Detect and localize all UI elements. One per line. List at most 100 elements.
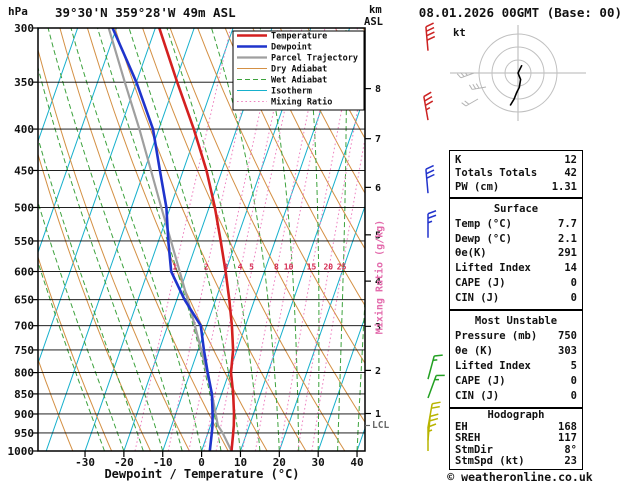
legend-label: Mixing Ratio <box>271 97 332 108</box>
wind-barb <box>427 210 437 238</box>
legend-label: Dry Adiabat <box>271 64 327 75</box>
stat-label: StmSpd (kt) <box>455 455 525 468</box>
pressure-tick-label: 600 <box>14 266 34 279</box>
pressure-tick-label: 950 <box>14 427 34 440</box>
pressure-tick-label: 300 <box>14 22 34 35</box>
wind-barb <box>427 354 443 380</box>
hodograph-ring <box>504 59 532 87</box>
stat-label: EH <box>455 420 468 433</box>
mixing-ratio-value: 25 <box>337 263 347 272</box>
stat-row: Lifted Index 5 <box>450 360 582 372</box>
stat-value: 0 <box>570 292 577 305</box>
hodograph-gray-barb <box>461 98 479 107</box>
pressure-axis-unit: hPa <box>8 5 28 18</box>
section-header: Most Unstable <box>474 314 558 327</box>
mixing-ratio-axis-title: Mixing Ratio (g/kg) <box>374 219 386 335</box>
stat-value: 750 <box>558 329 577 342</box>
pressure-tick-label: 700 <box>14 320 34 333</box>
wind-barb <box>425 164 435 194</box>
km-tick-label: 4 <box>375 277 381 288</box>
datetime-title: 08.01.2026 00GMT (Base: 00) <box>418 5 622 20</box>
stats-section-hodograph: Hodograph EH 168 SREH 117 StmDir 8° StmSpd (kt)… <box>449 408 583 470</box>
stat-value: 0 <box>570 374 577 387</box>
mixing-ratio-labels: 1 2 3 4 5 8 10 15 20 25 <box>172 263 346 272</box>
stat-row: Lifted Index 14 <box>450 263 582 274</box>
dewpoint-line <box>111 28 214 451</box>
pressure-tick-label: 350 <box>14 76 34 89</box>
km-tick-label: 5 <box>375 230 381 241</box>
stat-label: K <box>455 153 462 166</box>
stat-label: Lifted Index <box>455 262 531 275</box>
stat-value: 0 <box>570 389 577 402</box>
pressure-tick-label: 500 <box>14 201 34 214</box>
stat-label: Dewp (°C) <box>455 232 512 245</box>
mixing-ratio-lines <box>134 28 365 451</box>
km-axis-unit: km <box>369 4 382 16</box>
temp-tick-label: 20 <box>273 456 286 469</box>
legend-label: Isotherm <box>271 87 312 97</box>
stat-value: 7.7 <box>558 217 577 230</box>
km-tick-label: 7 <box>375 134 381 145</box>
stat-value: 2.1 <box>558 232 577 245</box>
x-axis-title: Dewpoint / Temperature (°C) <box>104 467 300 481</box>
stat-label: StmDir <box>455 443 493 456</box>
stat-row: CIN (J) 0 <box>450 389 582 402</box>
stat-row: PW (cm) 1.31 <box>450 182 582 193</box>
stat-label: CAPE (J) <box>455 277 506 290</box>
temp-tick-label: 10 <box>234 456 247 469</box>
hodograph-ring <box>478 33 558 113</box>
pressure-tick-label: 750 <box>14 344 34 357</box>
stat-row: CIN (J) 0 <box>450 293 582 304</box>
mixing-ratio-value: 10 <box>284 263 294 272</box>
pressure-tick-label: 550 <box>14 235 34 248</box>
stat-value: 42 <box>564 167 577 180</box>
mixing-ratio-value: 8 <box>274 263 279 272</box>
stat-value: 168 <box>558 420 577 433</box>
stats-section-indices: K 12 Totals Totals 42 PW (cm) 1.31 <box>449 150 583 198</box>
mixing-ratio-value: 4 <box>238 263 243 272</box>
pressure-tick-label: 900 <box>14 408 34 421</box>
stat-label: PW (cm) <box>455 181 500 194</box>
stat-value: 303 <box>558 344 577 357</box>
temperature-line <box>158 28 236 451</box>
stat-label: CAPE (J) <box>455 374 506 387</box>
km-tick-label: 1 <box>375 409 381 420</box>
copyright: © weatheronline.co.uk <box>447 470 593 484</box>
temp-tick-label: 30 <box>312 456 325 469</box>
hodograph-gray-barb <box>468 83 487 90</box>
stat-label: Totals Totals <box>455 167 538 180</box>
legend-label: Wet Adiabat <box>271 75 327 86</box>
wind-barb <box>423 91 434 121</box>
km-axis: 1 2 3 4 5 6 7 8 <box>365 84 381 427</box>
stats-section-surface: Surface Temp (°C) 7.7 Dewp (°C) 2.1 θe(K) 291 L… <box>449 198 583 310</box>
stat-row: CAPE (J) 0 <box>450 374 582 387</box>
stat-row: θe (K) 303 <box>450 344 582 357</box>
stat-row: Pressure (mb) 750 <box>450 329 582 342</box>
section-header: Surface <box>493 202 539 215</box>
km-tick-label: 2 <box>375 366 381 377</box>
temp-tick-label: -30 <box>75 456 95 469</box>
stat-row: θe(K) 291 <box>450 248 582 259</box>
skewt-chart: 3003504004505005506006507007508008509009… <box>8 22 445 469</box>
stat-label: θe(K) <box>455 247 487 260</box>
mixing-ratio-value: 2 <box>204 263 209 272</box>
legend-label: Dewpoint <box>271 42 312 53</box>
legend-label: Temperature <box>271 32 327 42</box>
hodograph-trace <box>509 64 523 106</box>
mixing-ratio-value: 1 <box>172 263 177 272</box>
stat-row: StmDir 8° <box>450 443 582 456</box>
sounding-lines <box>107 28 236 451</box>
mixing-ratio-value: 5 <box>249 263 254 272</box>
stat-label: Pressure (mb) <box>455 329 538 342</box>
mixing-ratio-value: 15 <box>307 263 317 272</box>
temp-tick-label: -10 <box>153 456 173 469</box>
stat-value: 0 <box>570 277 577 290</box>
temp-tick-label: 40 <box>350 456 363 469</box>
stat-value: 8° <box>564 443 577 456</box>
pressure-tick-label: 650 <box>14 294 34 307</box>
stat-row: EH 168 <box>450 420 582 433</box>
stat-value: 291 <box>558 247 577 260</box>
stat-value: 14 <box>564 262 577 275</box>
